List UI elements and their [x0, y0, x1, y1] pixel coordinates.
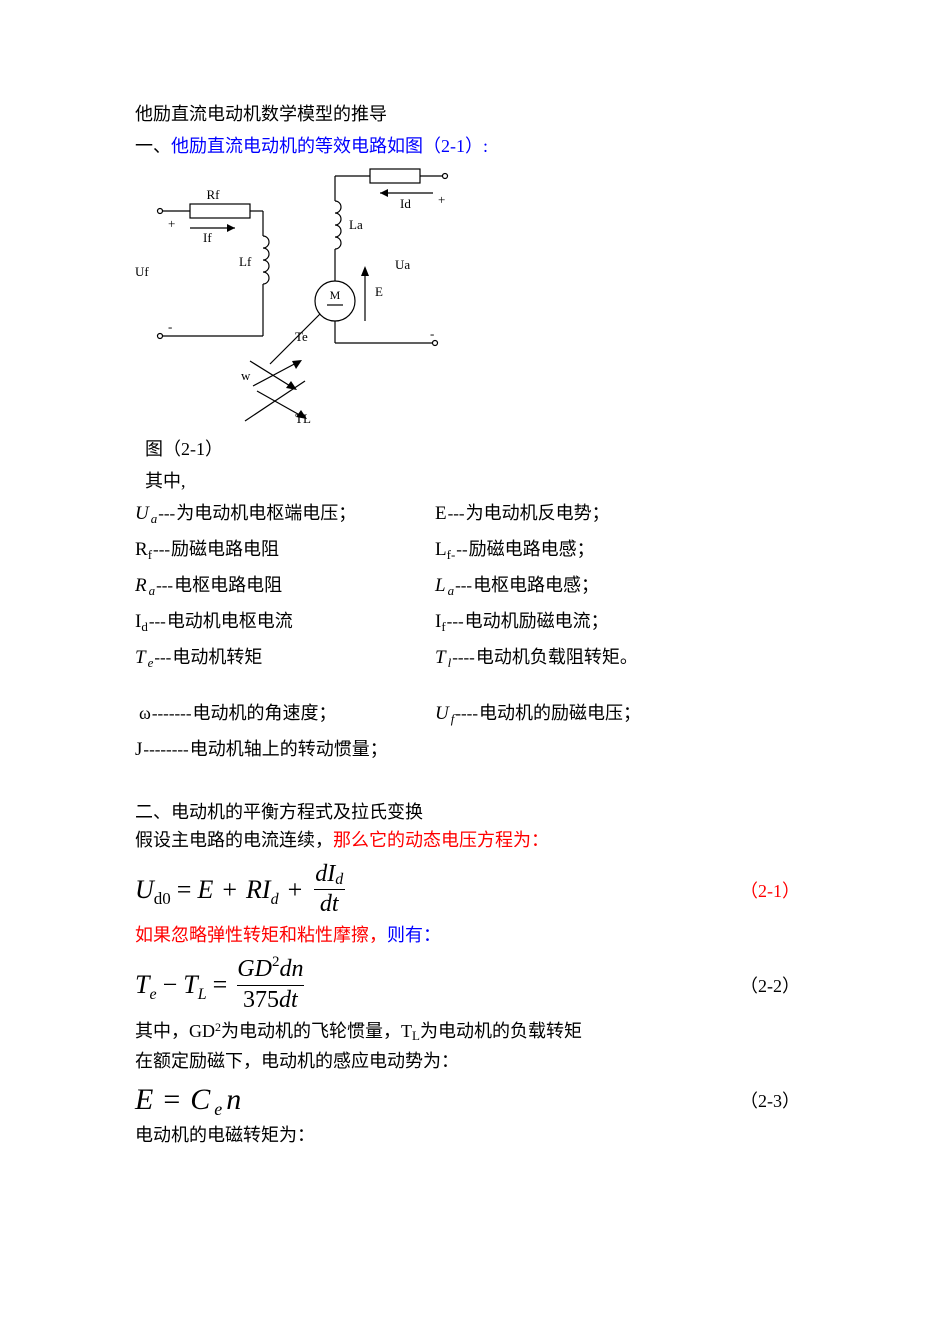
eq-number: （2-3） — [740, 1087, 810, 1113]
svg-text:Te: Te — [295, 329, 308, 344]
svg-text:Lf: Lf — [239, 254, 252, 269]
paragraph-5: 电动机的电磁转矩为： — [135, 1121, 810, 1149]
svg-text:E: E — [375, 284, 383, 299]
svg-text:-: - — [168, 319, 172, 334]
page: 他励直流电动机数学模型的推导 一、他励直流电动机的等效电路如图（2-1）: Rf… — [0, 0, 945, 1337]
doc-title: 他励直流电动机数学模型的推导 — [135, 100, 810, 128]
svg-text:TL: TL — [295, 411, 311, 426]
svg-text:M: M — [330, 288, 341, 302]
where-label: 其中, — [145, 467, 810, 495]
svg-text:+: + — [438, 192, 445, 207]
section-2-heading: 二、电动机的平衡方程式及拉氏变换 — [135, 798, 810, 826]
svg-text:Rf: Rf — [207, 187, 221, 202]
equation-2-2: Te − TL = GD2dn 375dt （2-2） — [135, 957, 810, 1012]
paragraph-2: 如果忽略弹性转矩和粘性摩擦，则有： — [135, 921, 810, 949]
eq-number: （2-2） — [740, 972, 810, 998]
paragraph-1: 假设主电路的电流连续，那么它的动态电压方程为： — [135, 826, 810, 854]
paragraph-4: 在额定励磁下，电动机的感应电动势为： — [135, 1047, 810, 1075]
section-1-heading: 一、他励直流电动机的等效电路如图（2-1）: — [135, 132, 810, 160]
svg-text:-: - — [430, 326, 434, 341]
def-row: Te --- 电动机转矩 Tl ---- 电动机负载阻转矩。 — [135, 641, 810, 675]
eq-number: （2-1） — [740, 877, 810, 903]
def-row: ω ------- 电动机的角速度； Uf ---- 电动机的励磁电压； — [135, 697, 810, 731]
def-row: Rf --- 励磁电路电阻 Lf- -- 励磁电路电感； — [135, 533, 810, 567]
svg-text:La: La — [349, 217, 363, 232]
circuit-diagram: Rf If + Lf - Uf — [135, 166, 810, 431]
def-row: J -------- 电动机轴上的转动惯量； — [135, 733, 810, 766]
paragraph-3: 其中，GD2为电动机的飞轮惯量，TL为电动机的负载转矩 — [135, 1017, 810, 1047]
svg-text:Uf: Uf — [135, 264, 149, 279]
equation-2-1: Ud0 = E + RId + dId dt （2-1） — [135, 862, 810, 917]
svg-text:+: + — [168, 216, 175, 231]
variable-definitions: Ua --- 为电动机电枢端电压； E --- 为电动机反电势； Rf --- … — [135, 497, 810, 766]
svg-text:Ua: Ua — [395, 257, 410, 272]
section-1-text: 他励直流电动机的等效电路如图（2-1）: — [171, 136, 488, 156]
svg-text:w: w — [241, 368, 251, 383]
def-row: Id --- 电动机电枢电流 If --- 电动机励磁电流； — [135, 605, 810, 639]
svg-text:If: If — [203, 230, 212, 245]
def-row: Ra --- 电枢电路电阻 La --- 电枢电路电感； — [135, 569, 810, 603]
figure-label: 图（2-1） — [145, 435, 810, 463]
def-row: Ua --- 为电动机电枢端电压； E --- 为电动机反电势； — [135, 497, 810, 531]
equation-2-3: E = Cen （2-3） — [135, 1083, 810, 1117]
section-prefix: 一、 — [135, 136, 171, 156]
svg-text:Id: Id — [400, 196, 411, 211]
